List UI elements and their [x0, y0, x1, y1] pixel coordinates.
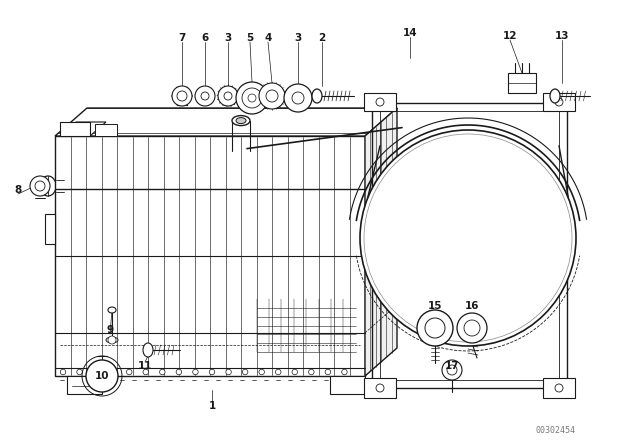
Ellipse shape	[308, 369, 314, 375]
Ellipse shape	[93, 369, 99, 375]
Text: 16: 16	[465, 301, 479, 311]
Ellipse shape	[275, 369, 281, 375]
Polygon shape	[543, 93, 575, 111]
Circle shape	[442, 360, 462, 380]
Polygon shape	[45, 214, 55, 244]
Ellipse shape	[127, 369, 132, 375]
Circle shape	[242, 88, 262, 108]
Ellipse shape	[110, 369, 115, 375]
Text: 6: 6	[202, 33, 209, 43]
Text: 11: 11	[138, 361, 152, 371]
Ellipse shape	[550, 89, 560, 103]
Circle shape	[447, 365, 457, 375]
Text: 9: 9	[106, 325, 113, 335]
Text: 5: 5	[246, 33, 253, 43]
Text: 4: 4	[264, 33, 272, 43]
Text: 15: 15	[428, 301, 442, 311]
Circle shape	[236, 82, 268, 114]
Ellipse shape	[209, 369, 215, 375]
Circle shape	[425, 318, 445, 338]
Ellipse shape	[236, 118, 246, 124]
Text: 1: 1	[209, 401, 216, 411]
Text: 2: 2	[318, 33, 326, 43]
Ellipse shape	[106, 337, 118, 343]
Circle shape	[464, 320, 480, 336]
Polygon shape	[508, 73, 536, 93]
Circle shape	[266, 90, 278, 102]
Circle shape	[284, 84, 312, 112]
Text: 8: 8	[14, 185, 22, 195]
Ellipse shape	[312, 89, 322, 103]
Polygon shape	[364, 93, 396, 111]
Circle shape	[457, 313, 487, 343]
Circle shape	[248, 94, 256, 102]
Circle shape	[218, 86, 238, 106]
Ellipse shape	[259, 369, 264, 375]
Ellipse shape	[226, 369, 231, 375]
Ellipse shape	[176, 369, 182, 375]
Text: 00302454: 00302454	[535, 426, 575, 435]
Circle shape	[108, 336, 116, 344]
Text: 17: 17	[445, 361, 460, 371]
Polygon shape	[364, 378, 396, 398]
Circle shape	[417, 310, 453, 346]
Ellipse shape	[342, 369, 347, 375]
Ellipse shape	[232, 116, 250, 125]
Ellipse shape	[60, 369, 66, 375]
Text: 10: 10	[95, 371, 109, 381]
Ellipse shape	[143, 369, 148, 375]
Polygon shape	[543, 378, 575, 398]
Ellipse shape	[143, 343, 153, 357]
Polygon shape	[67, 376, 102, 394]
Circle shape	[224, 92, 232, 100]
Ellipse shape	[292, 369, 298, 375]
Circle shape	[172, 86, 192, 106]
Text: 14: 14	[403, 28, 417, 38]
Circle shape	[86, 360, 118, 392]
Ellipse shape	[325, 369, 331, 375]
Ellipse shape	[159, 369, 165, 375]
Circle shape	[259, 83, 285, 109]
Ellipse shape	[108, 307, 116, 313]
Text: 13: 13	[555, 31, 569, 41]
Polygon shape	[55, 136, 365, 376]
Circle shape	[201, 92, 209, 100]
Text: 3: 3	[225, 33, 232, 43]
Polygon shape	[330, 376, 365, 394]
Circle shape	[292, 92, 304, 104]
Polygon shape	[55, 108, 397, 136]
Polygon shape	[95, 124, 117, 136]
Polygon shape	[60, 122, 106, 136]
Polygon shape	[60, 122, 90, 136]
Circle shape	[177, 91, 187, 101]
Circle shape	[195, 86, 215, 106]
Polygon shape	[365, 108, 397, 376]
Text: 7: 7	[179, 33, 186, 43]
Text: 12: 12	[503, 31, 517, 41]
Text: 3: 3	[294, 33, 301, 43]
Ellipse shape	[243, 369, 248, 375]
Circle shape	[30, 176, 50, 196]
Circle shape	[35, 181, 45, 191]
Ellipse shape	[77, 369, 83, 375]
Circle shape	[360, 130, 576, 346]
Ellipse shape	[193, 369, 198, 375]
